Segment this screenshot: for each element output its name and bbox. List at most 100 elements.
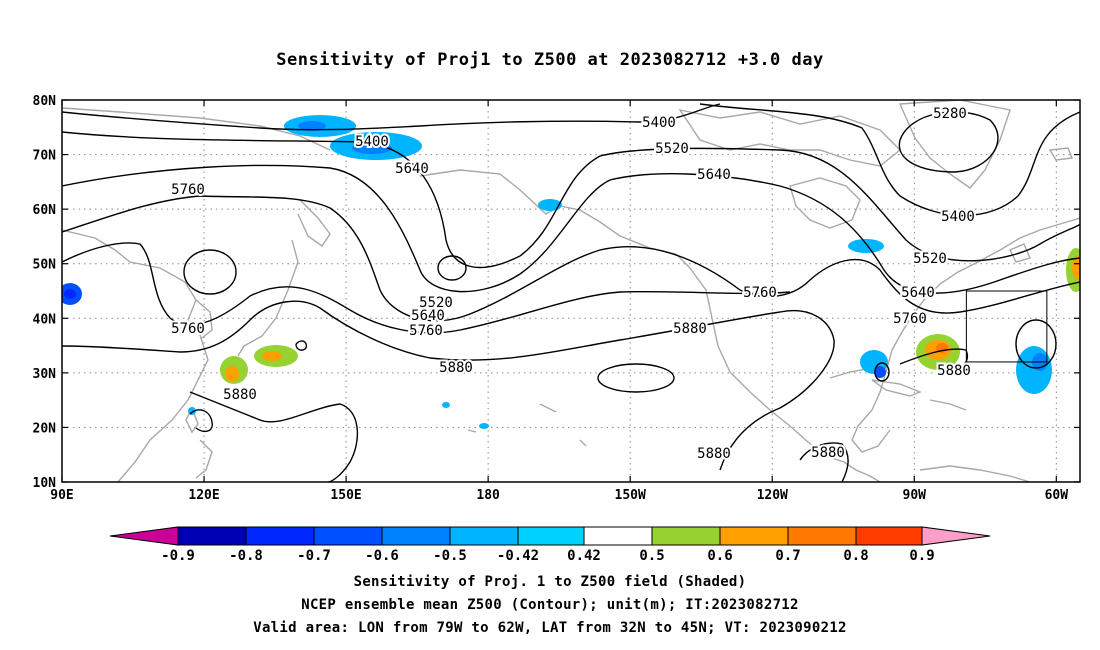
colorbar-bin: [245, 526, 315, 546]
contour-label: 5760: [409, 323, 443, 339]
colorbar-bin: [177, 526, 247, 546]
colorbar-labels: -0.9 -0.8 -0.7 -0.6 -0.5 -0.42 0.42 0.5 0.6 0.7 0.…: [161, 548, 935, 564]
shade-positive-okinawa-core: [225, 366, 239, 382]
colorbar: [109, 526, 991, 546]
lon-tick-label: 60W: [1045, 488, 1069, 503]
coastline-iceland: [1048, 147, 1073, 161]
coastline-siberia: [62, 107, 331, 151]
contour-label: 5640: [901, 285, 935, 301]
shade-positive-south-japan-core: [262, 351, 282, 361]
shade-negative-bering-2-core: [352, 142, 392, 154]
contour-5880-north: [62, 300, 835, 471]
colorbar-bin: [583, 526, 653, 546]
contour-label: 5640: [395, 161, 429, 177]
latitude-tick-labels: 80N 70N 60N 50N 40N 30N 20N 10N: [33, 94, 1080, 491]
shade-negative-gulf-mexico-core: [874, 366, 886, 378]
contour-label: 5760: [743, 285, 777, 301]
lat-tick-label: 40N: [33, 312, 57, 327]
caption-shaded: Sensitivity of Proj. 1 to Z500 field (Sh…: [353, 574, 747, 590]
coastline-philippines: [195, 439, 213, 479]
contour-5760-mid: [62, 242, 791, 334]
lon-tick-label: 90W: [903, 488, 927, 503]
colorbar-label: 0.42: [567, 548, 601, 564]
map-frame: [61, 99, 1081, 483]
contour-label: 5640: [697, 167, 731, 183]
caption-contour: NCEP ensemble mean Z500 (Contour); unit(…: [301, 597, 799, 613]
shade-negative-hudson: [848, 239, 884, 253]
contour-5400-nw: [62, 103, 721, 131]
longitude-tick-labels: 90E 120E 150E 180 150W 120W 90W 60W: [50, 100, 1068, 503]
coastline-east-asia: [62, 229, 209, 482]
contour-ring-gulf: [874, 362, 890, 382]
coastlines: [62, 100, 1080, 482]
lon-tick-label: 90E: [50, 488, 73, 503]
coastline-south-america: [919, 465, 1031, 482]
colorbar-label: -0.8: [229, 548, 263, 564]
coastline-hudson-bay: [789, 177, 861, 229]
shade-negative-bering-core: [298, 121, 326, 131]
figure-title: Sensitivity of Proj1 to Z500 at 20230827…: [276, 50, 824, 70]
contour-5880-mexico: [799, 442, 849, 482]
valid-area-box: [965, 290, 1048, 363]
colorbar-label: -0.9: [161, 548, 195, 564]
contour-5880-pacific-high: [597, 363, 675, 393]
sensitivity-shading: [62, 115, 1080, 429]
colorbar-label: 0.6: [707, 548, 732, 564]
contour-label: 5880: [223, 387, 257, 403]
colorbar-label: 0.9: [909, 548, 934, 564]
coastline-japan: [237, 239, 299, 357]
lat-tick-label: 50N: [33, 258, 57, 273]
coastline-caribbean: [929, 399, 967, 411]
shade-negative-pacific-small-2: [479, 423, 489, 429]
contour-5640: [62, 164, 1080, 294]
contour-label: 5760: [171, 182, 205, 198]
contour-label: 5880: [697, 446, 731, 462]
coastline-kamchatka: [297, 199, 331, 247]
lat-tick-label: 30N: [33, 367, 57, 382]
contour-label: 5640: [411, 308, 445, 324]
contour-label: 5400: [642, 115, 676, 131]
shade-negative-pacific-small: [442, 402, 450, 408]
contour-ring-atlantic: [1015, 319, 1057, 369]
coastline-cuba: [871, 379, 922, 397]
coastline-arctic-islands: [678, 108, 902, 167]
lat-tick-label: 20N: [33, 421, 57, 436]
lat-tick-label: 60N: [33, 203, 57, 218]
shade-negative-china-core: [64, 289, 76, 299]
colorbar-bin: [719, 526, 789, 546]
coastline-na-west: [689, 267, 845, 463]
coastline-hawaii: [539, 403, 557, 413]
caption-valid-area: Valid area: LON from 79W to 62W, LAT fro…: [253, 620, 847, 636]
coastline-pacific-islands: [467, 429, 587, 447]
colorbar-label: 0.8: [843, 548, 868, 564]
coastline-na-east: [885, 217, 1080, 373]
contour-ring-small-japan: [295, 340, 308, 351]
lat-tick-label: 10N: [33, 476, 57, 491]
contour-5760-west: [62, 195, 1080, 322]
coastline-taiwan: [185, 406, 199, 434]
contour-label: 5880: [673, 321, 707, 337]
colorbar-bin: [787, 526, 857, 546]
shade-positive-north-atlantic-core: [1072, 256, 1080, 280]
contour-5880-south: [189, 391, 359, 482]
colorbar-label: -0.5: [433, 548, 467, 564]
lon-tick-label: 150E: [330, 488, 361, 503]
colorbar-label: 0.7: [775, 548, 800, 564]
contour-5520: [62, 131, 1080, 269]
contour-label: 5880: [937, 363, 971, 379]
contour-5400-ne: [699, 103, 1080, 217]
contour-label: 5760: [893, 311, 927, 327]
contour-label: 5880: [811, 445, 845, 461]
colorbar-label: -0.42: [497, 548, 539, 564]
colorbar-bin: [313, 526, 383, 546]
lon-tick-label: 150W: [615, 488, 646, 503]
contour-label: 5280: [933, 106, 967, 122]
contour-label: 5400: [941, 209, 975, 225]
contour-label: 5880: [439, 360, 473, 376]
contour-5760-low-pacific: [437, 255, 467, 281]
lat-tick-label: 70N: [33, 149, 57, 164]
colorbar-bin: [381, 526, 451, 546]
lon-tick-label: 120W: [757, 488, 788, 503]
map-area: [62, 100, 1080, 482]
colorbar-bin: [855, 526, 923, 546]
